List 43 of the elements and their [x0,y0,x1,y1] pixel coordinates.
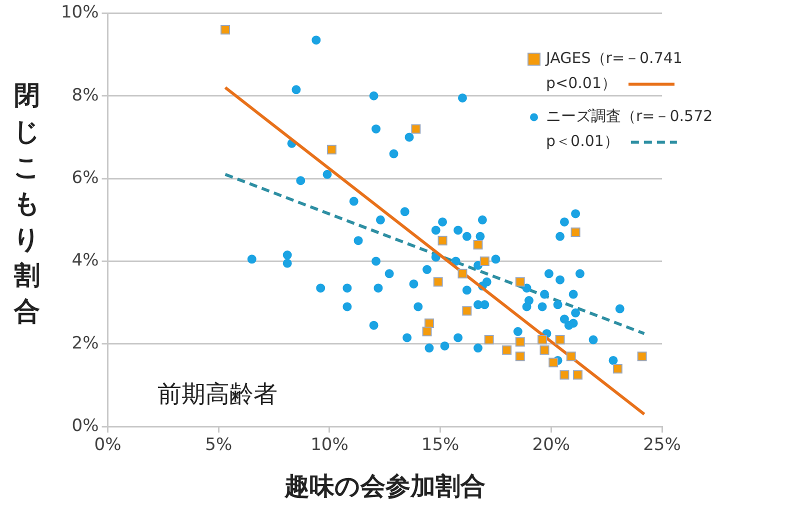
point [480,256,490,266]
point [570,228,580,238]
point [612,364,622,374]
point [220,24,230,34]
x-tick-label: 15% [421,435,460,456]
y-tick-label: 2% [72,333,99,354]
point [515,352,525,362]
point [411,124,421,134]
point [422,326,432,336]
point [548,358,558,368]
point [424,318,434,328]
x-tick-label: 0% [94,435,122,456]
point [637,352,647,362]
y-tick-label: 6% [72,168,99,188]
point [502,345,512,355]
point [433,277,443,287]
y-tick-label: 10% [60,2,99,23]
legend-label: ニーズ調査（r=－0.572 p＜0.01） [546,107,713,150]
y-tick-label: 0% [72,416,99,436]
point [484,335,494,345]
point [560,370,570,380]
y-axis-title: 閉じこもり割合 [12,80,42,329]
x-axis-title: 趣味の会参加割合 [283,472,486,500]
point [573,370,582,380]
y-tick-label: 4% [72,250,99,271]
point [515,337,525,347]
point [515,277,525,287]
x-tick-label: 5% [205,435,232,456]
x-tick-label: 10% [310,435,348,456]
point [473,240,483,250]
y-tick-label: 8% [72,85,99,106]
x-tick-label: 25% [643,435,681,456]
point [458,268,468,278]
point [540,345,550,355]
legend-label: JAGES（r=－0.741 p<0.01） [545,49,682,92]
point [555,335,565,345]
point [538,335,548,345]
point [326,144,336,154]
annotation: 前期高齢者 [158,380,278,408]
point [438,236,448,246]
x-tick-label: 20% [532,435,570,456]
point [462,306,472,316]
point [566,352,576,362]
